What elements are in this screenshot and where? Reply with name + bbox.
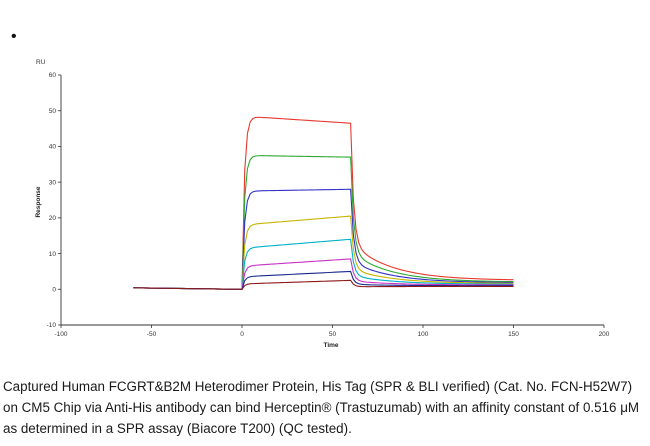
y-tick-label: 50 <box>49 108 57 115</box>
y-tick-label: 40 <box>49 144 57 151</box>
y-axis-unit: RU <box>36 59 46 66</box>
x-tick-label: -50 <box>147 331 157 338</box>
y-tick-label: 10 <box>49 251 57 258</box>
y-tick-label: -10 <box>47 322 57 329</box>
y-tick-label: 0 <box>52 286 56 293</box>
series-line-6 <box>133 258 514 290</box>
y-tick-label: 30 <box>49 179 57 186</box>
x-tick-label: 200 <box>599 331 610 338</box>
x-axis-title: Time <box>323 342 338 349</box>
y-tick-label: 20 <box>49 215 57 222</box>
x-tick-label: -100 <box>54 331 67 338</box>
series-line-3 <box>133 188 514 290</box>
y-axis-title: Response <box>35 186 42 217</box>
x-tick-label: 100 <box>418 331 429 338</box>
x-tick-label: 0 <box>240 331 244 338</box>
series-line-4 <box>133 215 514 290</box>
chart-curves <box>133 116 514 290</box>
series-line-1 <box>133 116 514 290</box>
series-line-5 <box>133 238 514 290</box>
series-line-2 <box>133 155 514 290</box>
bullet-point: • <box>11 28 17 45</box>
y-tick-label: 60 <box>49 72 57 79</box>
series-line-8 <box>133 279 514 290</box>
x-tick-label: 150 <box>508 331 519 338</box>
figure-caption: Captured Human FCGRT&B2M Heterodimer Pro… <box>3 379 640 436</box>
series-line-7 <box>133 270 514 290</box>
x-tick-label: 50 <box>329 331 337 338</box>
